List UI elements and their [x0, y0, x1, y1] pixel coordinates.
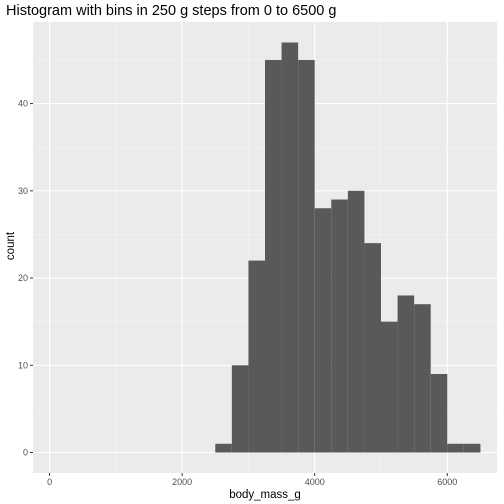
histogram-bar — [314, 208, 332, 453]
histogram-bar — [265, 59, 282, 453]
y-tick-label: 10 — [18, 360, 28, 370]
x-tick-label: 0 — [47, 477, 52, 487]
y-tick-label: 0 — [23, 448, 28, 458]
x-tick-label: 6000 — [437, 477, 457, 487]
histogram-bar — [331, 199, 348, 453]
x-axis-title: body_mass_g — [229, 489, 301, 501]
y-tick-label: 40 — [18, 99, 28, 109]
histogram-bar — [298, 59, 315, 453]
histogram-bar — [281, 42, 299, 453]
histogram-bar — [447, 443, 464, 453]
histogram-bars — [215, 42, 481, 453]
y-axis-title: count — [5, 231, 17, 260]
histogram-bar — [364, 243, 381, 453]
histogram-bar — [414, 304, 431, 453]
histogram-bar — [347, 190, 365, 453]
histogram-bar — [430, 373, 448, 453]
histogram-bar — [215, 443, 232, 453]
histogram-bar — [463, 443, 481, 453]
y-axis: 0 10 20 30 40 — [18, 99, 33, 458]
histogram-bar — [231, 365, 249, 453]
x-tick-label: 4000 — [305, 477, 325, 487]
x-tick-label: 2000 — [172, 477, 192, 487]
x-axis: 0 2000 4000 6000 — [47, 473, 457, 487]
histogram-bar — [397, 295, 415, 453]
histogram-bar — [381, 321, 398, 453]
chart-title: Histogram with bins in 250 g steps from … — [6, 3, 336, 19]
y-tick-label: 30 — [18, 186, 28, 196]
histogram-bar — [248, 260, 265, 453]
y-tick-label: 20 — [18, 273, 28, 283]
